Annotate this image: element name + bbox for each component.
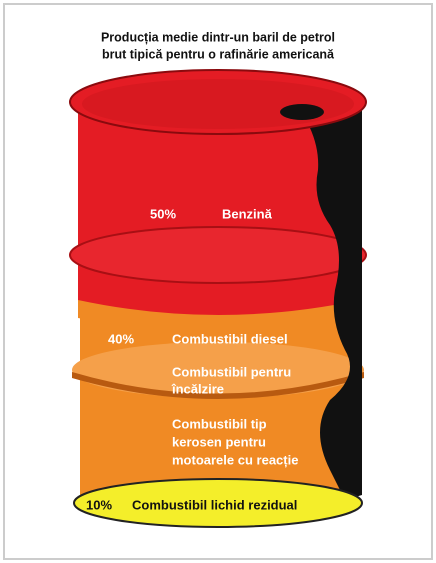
orange-rim-edge bbox=[72, 372, 364, 399]
orange-rim bbox=[72, 342, 364, 398]
title-line: brut tipică pentru o rafinărie americană bbox=[102, 47, 335, 61]
red-rim bbox=[69, 226, 367, 284]
label: Combustibil lichid rezidual bbox=[132, 497, 297, 512]
lid-inner bbox=[82, 79, 354, 129]
bung-hole bbox=[280, 104, 324, 120]
label: Combustibil tip bbox=[172, 416, 267, 431]
shadow bbox=[300, 100, 362, 500]
boundary bbox=[78, 300, 360, 332]
label: kerosen pentru bbox=[172, 434, 266, 449]
label: Combustibil diesel bbox=[172, 331, 288, 346]
label: încălzire bbox=[171, 381, 224, 396]
percent: 50% bbox=[150, 206, 176, 221]
percent: 10% bbox=[86, 497, 112, 512]
percent: 40% bbox=[108, 331, 134, 346]
yellow-section bbox=[73, 478, 363, 528]
label: Combustibil pentru bbox=[172, 364, 291, 379]
label: Benzină bbox=[222, 206, 273, 221]
label: motoarele cu reacție bbox=[172, 452, 298, 467]
title-line: Producția medie dintr-un baril de petrol bbox=[101, 30, 335, 44]
